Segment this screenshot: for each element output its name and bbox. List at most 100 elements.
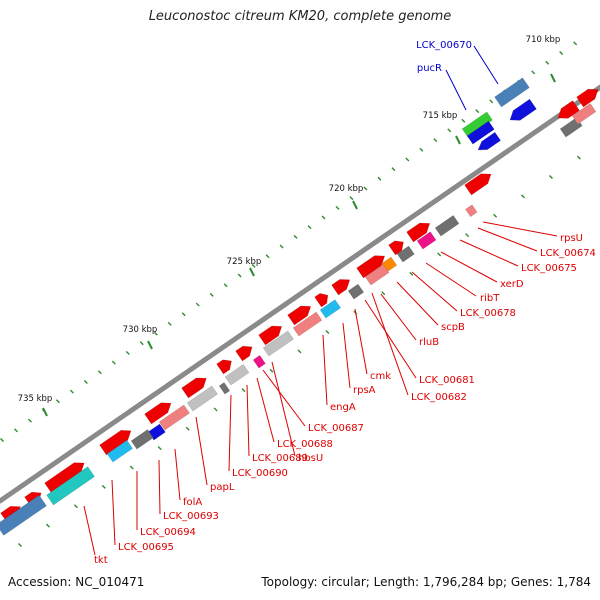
gene-label-lck_00681: LCK_00681 xyxy=(419,375,475,386)
gene-feature xyxy=(314,292,329,308)
scale-tick xyxy=(195,302,200,307)
gene-shape xyxy=(44,462,85,494)
scale-tick xyxy=(531,70,536,75)
gene-label-cmk: cmk xyxy=(370,371,391,382)
scale-tick-major xyxy=(147,340,153,350)
gene-shape xyxy=(130,429,154,450)
gene-label-papl: papL xyxy=(210,482,235,493)
scale-tick xyxy=(559,51,564,56)
gene-feature xyxy=(99,430,132,456)
callout-line xyxy=(262,369,306,427)
callout-line xyxy=(111,479,116,546)
gene-feature xyxy=(331,279,351,296)
gene-shape xyxy=(262,330,294,357)
scale-tick xyxy=(269,368,274,373)
scale-tick xyxy=(0,438,4,442)
callout-line xyxy=(354,308,368,375)
gene-feature xyxy=(130,429,154,450)
gene-feature xyxy=(356,255,386,279)
gene-shape xyxy=(356,255,386,279)
gene-feature xyxy=(406,222,431,243)
gene-feature xyxy=(158,404,190,431)
scale-tick xyxy=(139,341,144,346)
scale-label: 730 kbp xyxy=(123,325,158,335)
scale-tick xyxy=(437,252,442,257)
gene-shape xyxy=(477,131,502,151)
gene-label-lck_00675: LCK_00675 xyxy=(521,263,577,274)
gene-label-lck_00682: LCK_00682 xyxy=(411,392,467,403)
gene-shape xyxy=(235,345,253,362)
gene-shape xyxy=(557,100,580,119)
gene-feature xyxy=(319,299,342,319)
scale-tick xyxy=(335,205,340,210)
scale-tick xyxy=(97,370,102,375)
gene-shape xyxy=(46,466,95,506)
gene-shape xyxy=(388,240,404,256)
scale-tick xyxy=(321,215,326,220)
scale-label: 715 kbp xyxy=(423,111,458,121)
gene-feature xyxy=(396,245,415,263)
gene-shape xyxy=(314,292,329,308)
gene-shape xyxy=(494,77,530,108)
gene-shape xyxy=(347,283,365,300)
callout-line xyxy=(271,361,296,457)
gene-feature xyxy=(258,325,283,346)
gene-shape xyxy=(158,404,190,431)
callout-line xyxy=(473,45,499,85)
genome-backbone xyxy=(0,84,600,504)
gene-shape xyxy=(292,311,323,337)
callout-line xyxy=(256,377,275,443)
scale-tick xyxy=(576,155,581,160)
gene-shape xyxy=(99,430,132,456)
callout-line xyxy=(228,394,232,472)
scale-tick xyxy=(181,312,186,317)
callout-line xyxy=(396,281,439,326)
gene-label-pucr: pucR xyxy=(417,63,442,74)
scale-tick xyxy=(209,292,214,297)
map-title: Leuconostoc citreum KM20, complete genom… xyxy=(148,9,452,24)
scale-tick xyxy=(125,350,130,355)
scale-tick xyxy=(461,118,466,123)
gene-feature xyxy=(216,359,232,375)
scale-tick xyxy=(265,254,270,259)
gene-label-ribt: ribT xyxy=(480,293,500,304)
scale-tick xyxy=(223,283,228,288)
gene-feature xyxy=(416,231,437,250)
scale-tick xyxy=(419,147,424,152)
gene-shape xyxy=(252,354,266,369)
gene-shape xyxy=(319,299,342,319)
gene-shape xyxy=(216,359,232,375)
gene-shape xyxy=(186,385,218,412)
gene-feature xyxy=(262,330,294,357)
gene-label-rpsa: rpsA xyxy=(353,385,376,396)
gene-label-lck_00678: LCK_00678 xyxy=(460,308,516,319)
callout-line xyxy=(342,322,351,389)
gene-shape xyxy=(287,305,312,326)
scale-tick-major xyxy=(352,200,358,210)
gene-label-lck_00693: LCK_00693 xyxy=(163,511,219,522)
scale-tick xyxy=(521,194,526,199)
gene-label-rlub: rluB xyxy=(419,337,439,348)
scale-tick xyxy=(545,60,550,65)
scale-tick xyxy=(13,428,18,433)
callout-line xyxy=(371,292,409,396)
scale-tick xyxy=(409,271,414,276)
gene-feature xyxy=(509,98,537,121)
callout-line xyxy=(174,448,181,501)
gene-label-lck_00670: LCK_00670 xyxy=(416,40,472,51)
scale-tick xyxy=(18,543,22,547)
scale-tick xyxy=(433,138,438,143)
callout-line xyxy=(425,262,477,297)
scale-tick xyxy=(548,175,553,180)
gene-shape xyxy=(181,377,207,399)
gene-shape xyxy=(509,98,537,121)
gene-feature xyxy=(465,204,478,218)
callout-line xyxy=(440,251,498,283)
scale-tick xyxy=(167,321,172,326)
scale-tick xyxy=(465,233,470,238)
gene-label-xerd: xerD xyxy=(500,279,524,290)
gene-shape xyxy=(465,204,478,218)
gene-label-lck_00694: LCK_00694 xyxy=(140,527,196,538)
gene-shape xyxy=(144,402,172,425)
scale-tick-major xyxy=(249,267,255,277)
